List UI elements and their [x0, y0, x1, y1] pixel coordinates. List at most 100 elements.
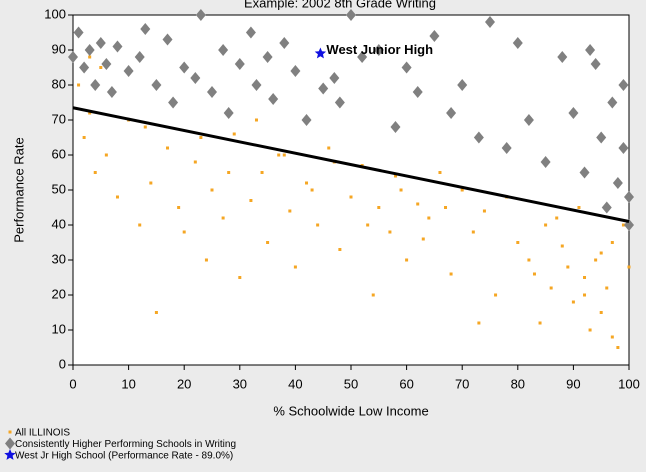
point: [288, 209, 292, 213]
x-tick-label: 0: [69, 376, 76, 391]
point: [277, 153, 281, 157]
point: [334, 96, 345, 109]
point: [421, 237, 425, 241]
point: [318, 82, 329, 95]
point: [429, 30, 440, 42]
point: [112, 40, 123, 53]
point: [512, 37, 523, 49]
point: [301, 114, 312, 126]
point: [477, 321, 481, 325]
point: [610, 335, 614, 339]
point: [610, 241, 614, 244]
point: [560, 244, 564, 248]
point: [621, 223, 625, 227]
chart-title: Example: 2002 8th Grade Writing: [244, 0, 436, 10]
x-tick-label: 40: [288, 376, 302, 391]
point: [168, 96, 179, 109]
x-tick-label: 100: [618, 376, 640, 391]
plot-area: [72, 14, 630, 366]
x-tick-label: 80: [511, 376, 525, 391]
point: [193, 160, 197, 164]
point: [195, 9, 206, 21]
point: [624, 191, 634, 203]
point: [249, 199, 253, 202]
point: [538, 321, 542, 325]
point: [618, 142, 629, 154]
point: [399, 188, 403, 192]
point: [338, 248, 342, 251]
point: [115, 195, 119, 199]
x-tick-label: 50: [344, 376, 358, 391]
point: [366, 223, 370, 227]
y-tick-label: 50: [52, 181, 66, 196]
point: [357, 51, 368, 63]
point: [232, 132, 236, 136]
legend-marker: [8, 430, 12, 434]
point: [594, 258, 598, 262]
point: [349, 195, 353, 199]
point: [568, 107, 579, 119]
point: [149, 181, 153, 185]
point: [501, 142, 512, 154]
point: [327, 146, 331, 150]
point: [179, 61, 190, 74]
point: [260, 171, 264, 174]
point: [93, 171, 97, 174]
point: [73, 26, 84, 39]
point: [251, 79, 262, 91]
point: [405, 258, 409, 262]
point: [190, 72, 201, 84]
point: [234, 58, 245, 70]
point: [293, 265, 297, 269]
point: [77, 83, 81, 87]
trend-line: [72, 106, 630, 223]
point: [88, 55, 92, 59]
point: [123, 65, 134, 77]
point: [540, 156, 551, 168]
point: [427, 216, 431, 220]
point: [101, 58, 112, 70]
point: [549, 286, 553, 290]
point: [388, 230, 392, 234]
point: [262, 51, 273, 63]
point: [401, 61, 412, 74]
point: [618, 79, 629, 91]
point: [90, 79, 101, 91]
point: [494, 293, 498, 297]
point: [516, 241, 520, 244]
x-tick-label: 60: [399, 376, 413, 391]
legend-marker: [5, 437, 15, 450]
point: [557, 51, 568, 63]
point: [204, 258, 208, 262]
point: [227, 171, 231, 174]
point: [177, 206, 181, 209]
point: [377, 206, 381, 209]
point: [605, 286, 609, 290]
point: [221, 216, 225, 220]
point: [68, 51, 78, 63]
point: [266, 241, 270, 244]
point: [601, 201, 612, 214]
point: [210, 188, 214, 192]
point: [88, 111, 92, 115]
point: [471, 230, 475, 234]
legend-label: All ILLINOIS: [15, 428, 70, 439]
point: [79, 61, 90, 74]
point: [438, 171, 442, 174]
point: [245, 26, 256, 39]
annotation: West Junior High: [326, 42, 433, 57]
x-tick-label: 30: [233, 376, 247, 391]
point: [416, 202, 420, 206]
point: [82, 136, 86, 139]
x-tick-label: 10: [121, 376, 135, 391]
y-tick-label: 80: [52, 76, 66, 91]
point: [446, 107, 457, 119]
point: [106, 86, 117, 98]
point: [166, 146, 170, 150]
point: [329, 72, 340, 84]
legend-label: Consistently Higher Performing Schools i…: [15, 439, 236, 450]
y-tick-label: 0: [59, 356, 66, 371]
point: [588, 328, 592, 332]
legend-label: West Jr High School (Performance Rate - …: [15, 451, 233, 462]
